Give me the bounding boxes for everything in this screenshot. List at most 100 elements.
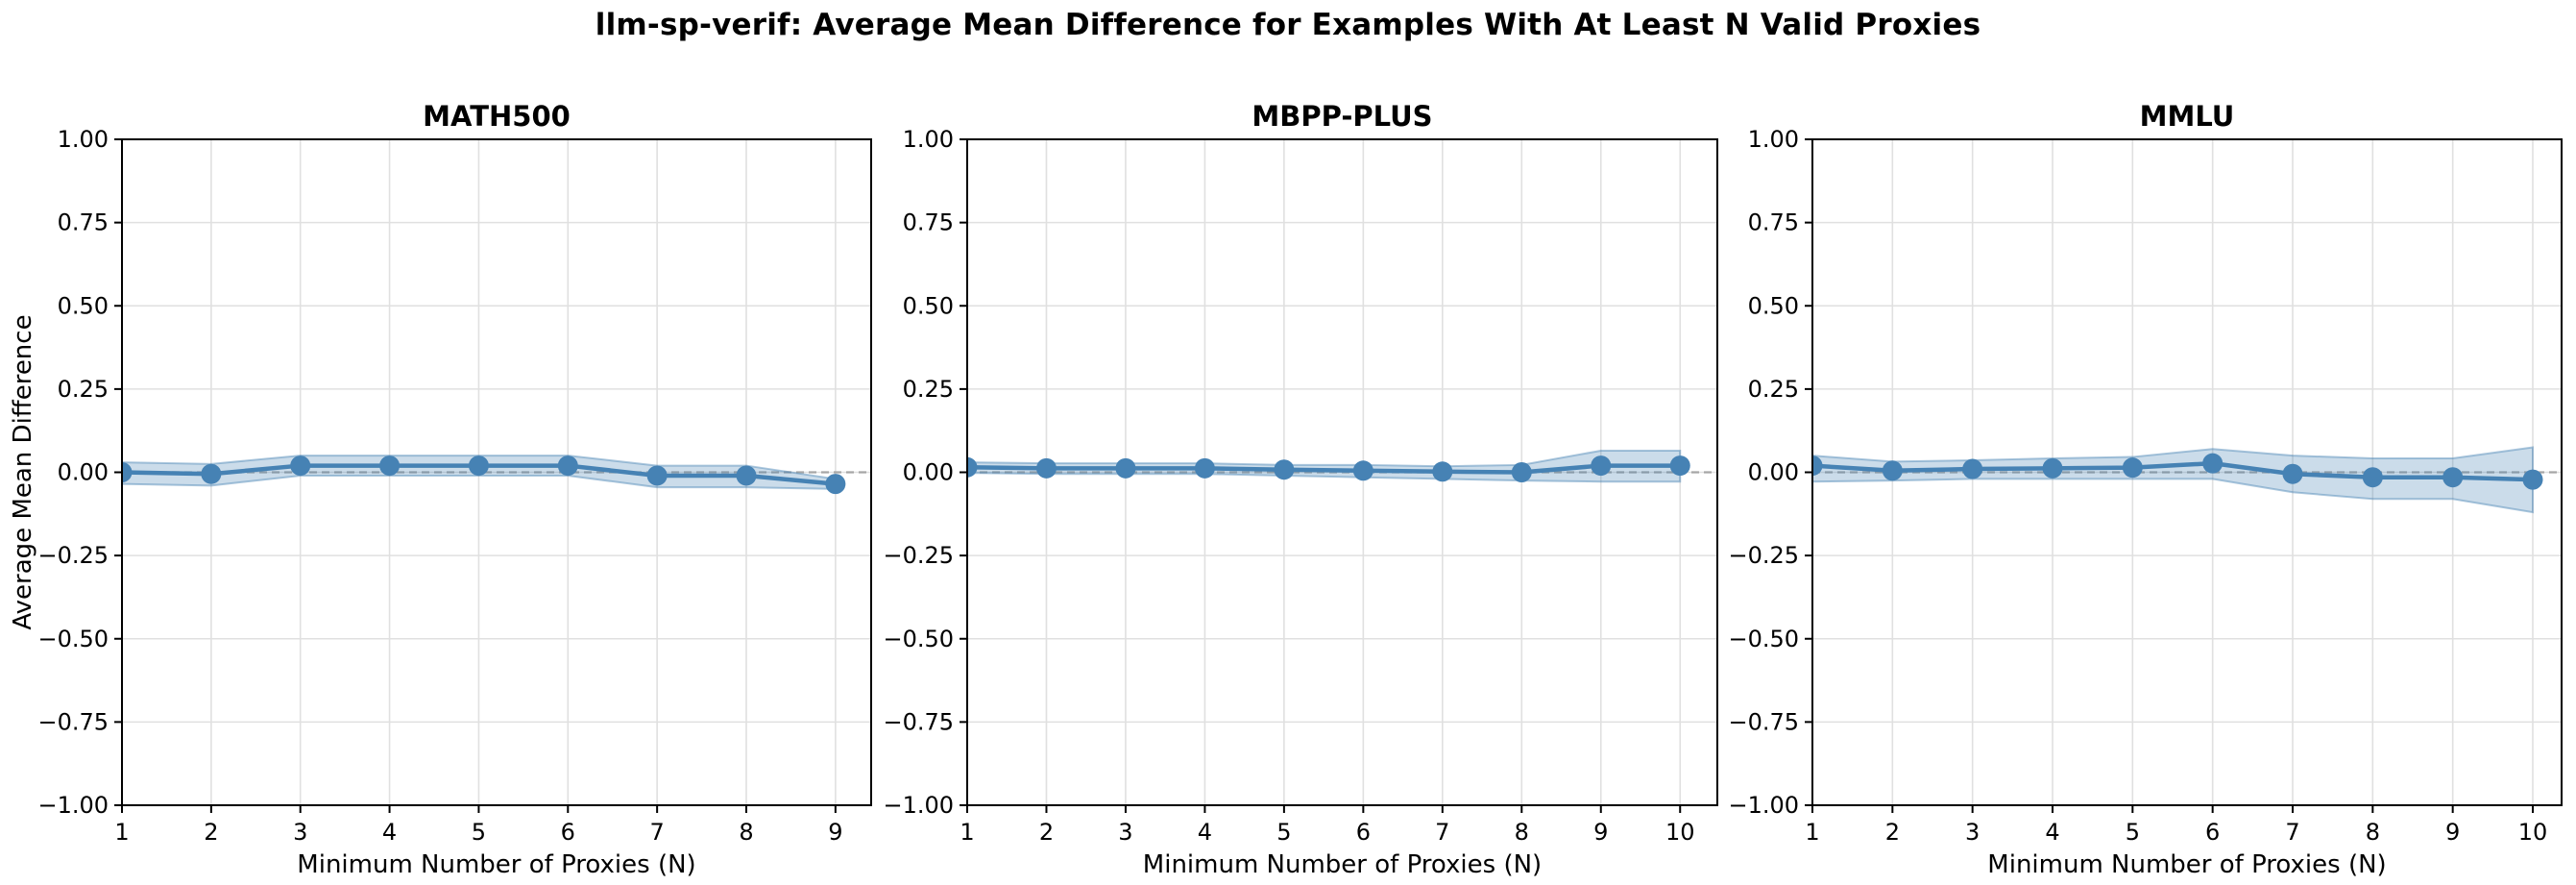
data-point-marker [2282,463,2303,484]
x-tick-label: 2 [1885,819,1900,846]
data-point-marker [2522,469,2543,490]
y-tick-label: 0.75 [903,209,954,236]
x-tick-label: 2 [1039,819,1054,846]
x-tick-label: 5 [472,819,486,846]
y-tick-label: 0.75 [1748,209,1799,236]
data-point-marker [290,455,311,477]
subplot-title: MATH500 [423,100,571,133]
x-tick-label: 5 [2126,819,2140,846]
data-point-marker [201,463,222,484]
x-axis-label: Minimum Number of Proxies (N) [1987,850,2386,879]
y-tick-label: 0.00 [1748,459,1799,486]
y-tick-label: −0.50 [883,626,954,652]
y-tick-label: 1.00 [58,126,109,153]
mean-difference-line [1812,460,2536,482]
x-tick-label: 3 [1118,819,1132,846]
data-point-marker [122,462,133,482]
x-tick-label: 10 [1665,819,1695,846]
x-axis-label: Minimum Number of Proxies (N) [1143,850,1542,879]
x-tick-label: 3 [293,819,307,846]
y-tick-label: −1.00 [37,792,109,819]
subplot-mmlu: 1 2 3 4 5 6 7 8 9 10 −1.00 −0.75 −0.50 −0.25 0.00 0.25 0… [1728,100,2563,879]
y-tick-label: 0.25 [58,376,109,403]
x-tick-label: 8 [1515,819,1529,846]
data-point-marker [1115,457,1136,479]
data-point-marker [1194,457,1215,479]
y-tick-label: 0.25 [1748,376,1799,403]
x-tick-label: 9 [828,819,842,846]
data-point-marker [1274,459,1295,480]
y-tick-label: −1.00 [883,792,954,819]
subplot-title: MMLU [2140,100,2235,133]
y-tick-label: −0.75 [1728,708,1799,735]
y-tick-label: −0.50 [1728,626,1799,652]
data-point-marker [1812,455,1823,477]
x-tick-label: 2 [204,819,218,846]
y-tick-label: 0.50 [58,292,109,319]
y-tick-label: −0.25 [37,542,109,569]
data-point-marker [967,456,978,478]
data-point-marker [2442,467,2464,488]
data-point-marker [379,455,401,477]
y-tick-label: 0.50 [903,292,954,319]
data-point-marker [646,465,668,486]
y-tick-label: −1.00 [1728,792,1799,819]
y-tick-label: 0.75 [58,209,109,236]
y-tick-label: −0.75 [37,708,109,735]
x-tick-label: 10 [2518,819,2548,846]
x-tick-label: 4 [1198,819,1212,846]
data-point-marker [1035,457,1057,479]
subplot-math500: 1 2 3 4 5 6 7 8 9 −1.00 −0.75 −0.50 −0.25 0.00 0.25 0.5… [9,100,872,879]
x-tick-label: 9 [1593,819,1608,846]
y-tick-label: −0.25 [883,542,954,569]
x-tick-label: 4 [382,819,397,846]
x-tick-label: 1 [114,819,129,846]
y-tick-label: −0.25 [1728,542,1799,569]
data-point-marker [2202,453,2224,474]
x-axis-label: Minimum Number of Proxies (N) [297,850,695,879]
x-tick-label: 5 [1276,819,1291,846]
data-point-marker [1962,458,1983,479]
x-tick-label: 6 [1356,819,1371,846]
x-tick-label: 8 [2366,819,2380,846]
data-point-marker [1882,460,1903,481]
y-tick-label: −0.75 [883,708,954,735]
subplot-mbpp-plus: 1 2 3 4 5 6 7 8 9 10 −1.00 −0.75 −0.50 −0.25 0.00 0.25 0… [883,100,1718,879]
data-point-marker [1432,461,1453,482]
data-point-marker [1669,455,1690,477]
x-tick-label: 7 [2285,819,2299,846]
figure-title: llm-sp-verif: Average Mean Difference fo… [595,8,1981,42]
confidence-band [1812,446,2534,514]
data-point-marker [825,474,846,495]
data-point-marker [2362,467,2383,488]
data-point-marker [1352,460,1373,481]
data-point-marker [468,455,489,477]
x-tick-label: 6 [2205,819,2220,846]
y-tick-label: 0.00 [903,459,954,486]
y-axis-label: Average Mean Difference [9,314,37,629]
x-tick-label: 8 [739,819,753,846]
x-tick-label: 1 [1805,819,1819,846]
y-tick-label: 0.00 [58,459,109,486]
data-point-marker [2042,457,2063,479]
x-tick-label: 7 [650,819,665,846]
y-tick-label: 1.00 [903,126,954,153]
y-tick-label: 0.25 [903,376,954,403]
data-point-marker [736,465,757,486]
data-point-marker [2122,457,2143,479]
y-tick-label: 0.50 [1748,292,1799,319]
x-tick-label: 1 [960,819,974,846]
mean-difference-line [967,463,1683,475]
data-point-marker [557,455,578,477]
data-point-marker [1591,455,1612,477]
x-tick-label: 3 [1965,819,1980,846]
y-tick-label: −0.50 [37,626,109,652]
x-tick-label: 7 [1435,819,1449,846]
x-tick-label: 4 [2045,819,2059,846]
x-tick-label: 9 [2445,819,2460,846]
subplot-title: MBPP-PLUS [1252,100,1432,133]
y-tick-label: 1.00 [1748,126,1799,153]
data-point-marker [1511,462,1532,482]
